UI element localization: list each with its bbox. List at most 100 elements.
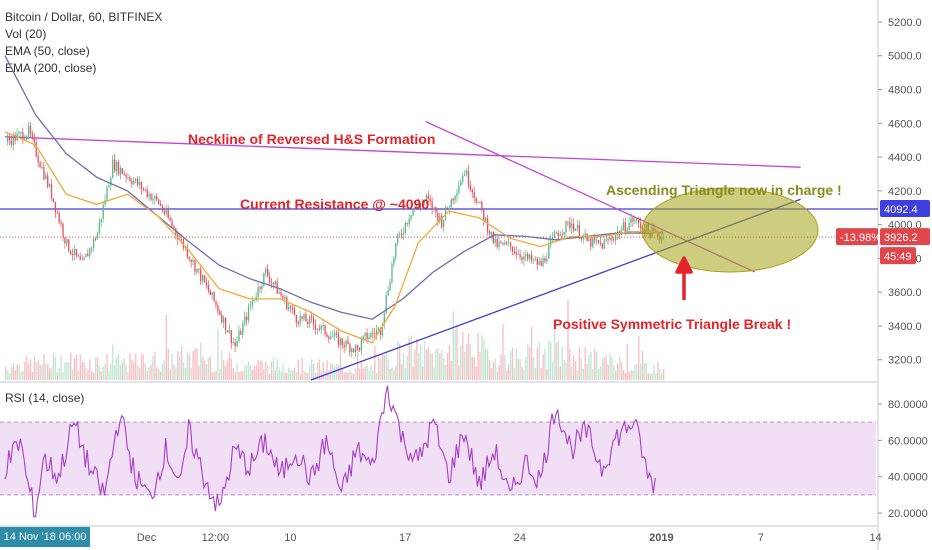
volume-bar [158, 369, 160, 380]
candle-body [557, 232, 560, 237]
candle-body [186, 247, 188, 257]
volume-bar [142, 354, 145, 380]
candle-body [630, 217, 632, 223]
volume-bar [8, 373, 11, 380]
candle-body [441, 215, 443, 228]
candle-body [305, 314, 307, 322]
candle-body [110, 178, 112, 186]
volume-bar [179, 356, 181, 380]
candle-body [469, 185, 472, 190]
candle-body [416, 204, 418, 209]
volume-bar [567, 299, 569, 380]
rsi-indicator-label[interactable]: RSI (14, close) [5, 391, 85, 405]
candle-body [454, 196, 456, 201]
candle-body [117, 161, 120, 175]
volume-bar [230, 358, 233, 380]
volume-bar [647, 373, 649, 380]
volume-bar [418, 352, 420, 380]
volume-bar [335, 363, 338, 380]
candle-body [486, 218, 489, 233]
price-tick-label: 5200.0 [888, 17, 922, 29]
candle-body [326, 334, 328, 337]
volume-bar [349, 370, 351, 380]
volume-bar [456, 326, 458, 380]
neckline-annotation: Neckline of Reversed H&S Formation [188, 131, 435, 147]
candle-body [114, 159, 116, 172]
volume-bar [563, 359, 565, 380]
volume-bar [333, 366, 336, 380]
candle-body [506, 242, 508, 244]
candle-body [362, 335, 364, 341]
volume-bar [439, 353, 441, 380]
candle-body [513, 251, 516, 253]
candle-body [420, 205, 422, 207]
volume-bar [224, 366, 227, 380]
volume-bar [561, 346, 563, 380]
candle-body [270, 282, 273, 284]
volume-bar [232, 368, 234, 380]
candle-body [372, 332, 374, 334]
volume-bar [52, 352, 55, 380]
volume-bar [544, 348, 546, 380]
time-tick-label: Dec [137, 532, 157, 544]
volume-bar [553, 327, 556, 380]
volume-bar [448, 344, 451, 380]
candle-body [406, 222, 408, 224]
ema200-line [4, 55, 663, 320]
volume-bar [184, 367, 187, 380]
volume-bar [56, 372, 59, 380]
candle-body [410, 215, 412, 220]
volume-bar [504, 354, 506, 380]
volume-bar [416, 338, 418, 380]
volume-bar [624, 373, 627, 380]
candle-body [636, 218, 638, 221]
volume-bar [29, 359, 32, 380]
candle-body [64, 236, 66, 244]
candle-countdown-tag-bg [880, 247, 916, 265]
volume-bar [431, 353, 433, 380]
candle-body [615, 235, 617, 241]
candle-body [584, 233, 586, 236]
candle-body [98, 222, 101, 234]
volume-bar [104, 363, 106, 380]
ema200-indicator-label[interactable]: EMA (200, close) [5, 61, 97, 75]
volume-bar [595, 351, 598, 380]
candle-body [144, 189, 146, 191]
candle-body [188, 256, 190, 260]
time-tick-label: 2019 [649, 532, 673, 544]
candle-body [546, 258, 548, 262]
candle-body [245, 316, 248, 321]
candle-body [634, 220, 636, 222]
symbol-title[interactable]: Bitcoin / Dollar, 60, BITFINEX [5, 10, 163, 24]
candle-body [213, 292, 215, 302]
candle-body [62, 224, 64, 237]
candle-body [123, 173, 125, 175]
volume-bar [617, 363, 619, 380]
volume-bar [259, 361, 261, 380]
candle-body [590, 238, 592, 247]
candle-body [377, 328, 380, 331]
candle-body [253, 299, 255, 302]
candle-body [632, 217, 634, 222]
volume-bar [488, 360, 491, 380]
candle-body [439, 215, 441, 222]
candle-body [45, 175, 47, 180]
candle-body [450, 198, 452, 208]
resistance-price-tag: 4092.4 [884, 204, 918, 216]
volume-bar [377, 356, 380, 380]
volume-bar [326, 360, 328, 380]
candle-body [22, 132, 24, 140]
volume-bar [641, 350, 644, 380]
candle-body [622, 222, 625, 230]
volume-indicator-label[interactable]: Vol (20) [5, 27, 47, 41]
ema50-indicator-label[interactable]: EMA (50, close) [5, 44, 90, 58]
volume-bar [605, 355, 607, 380]
candle-body [121, 168, 123, 174]
volume-bar [221, 350, 223, 380]
breakout-annotation: Positive Symmetric Triangle Break ! [553, 316, 791, 332]
volume-bar [106, 354, 108, 380]
volume-bar [328, 369, 330, 380]
volume-bar [483, 339, 485, 380]
volume-bar [444, 364, 447, 380]
